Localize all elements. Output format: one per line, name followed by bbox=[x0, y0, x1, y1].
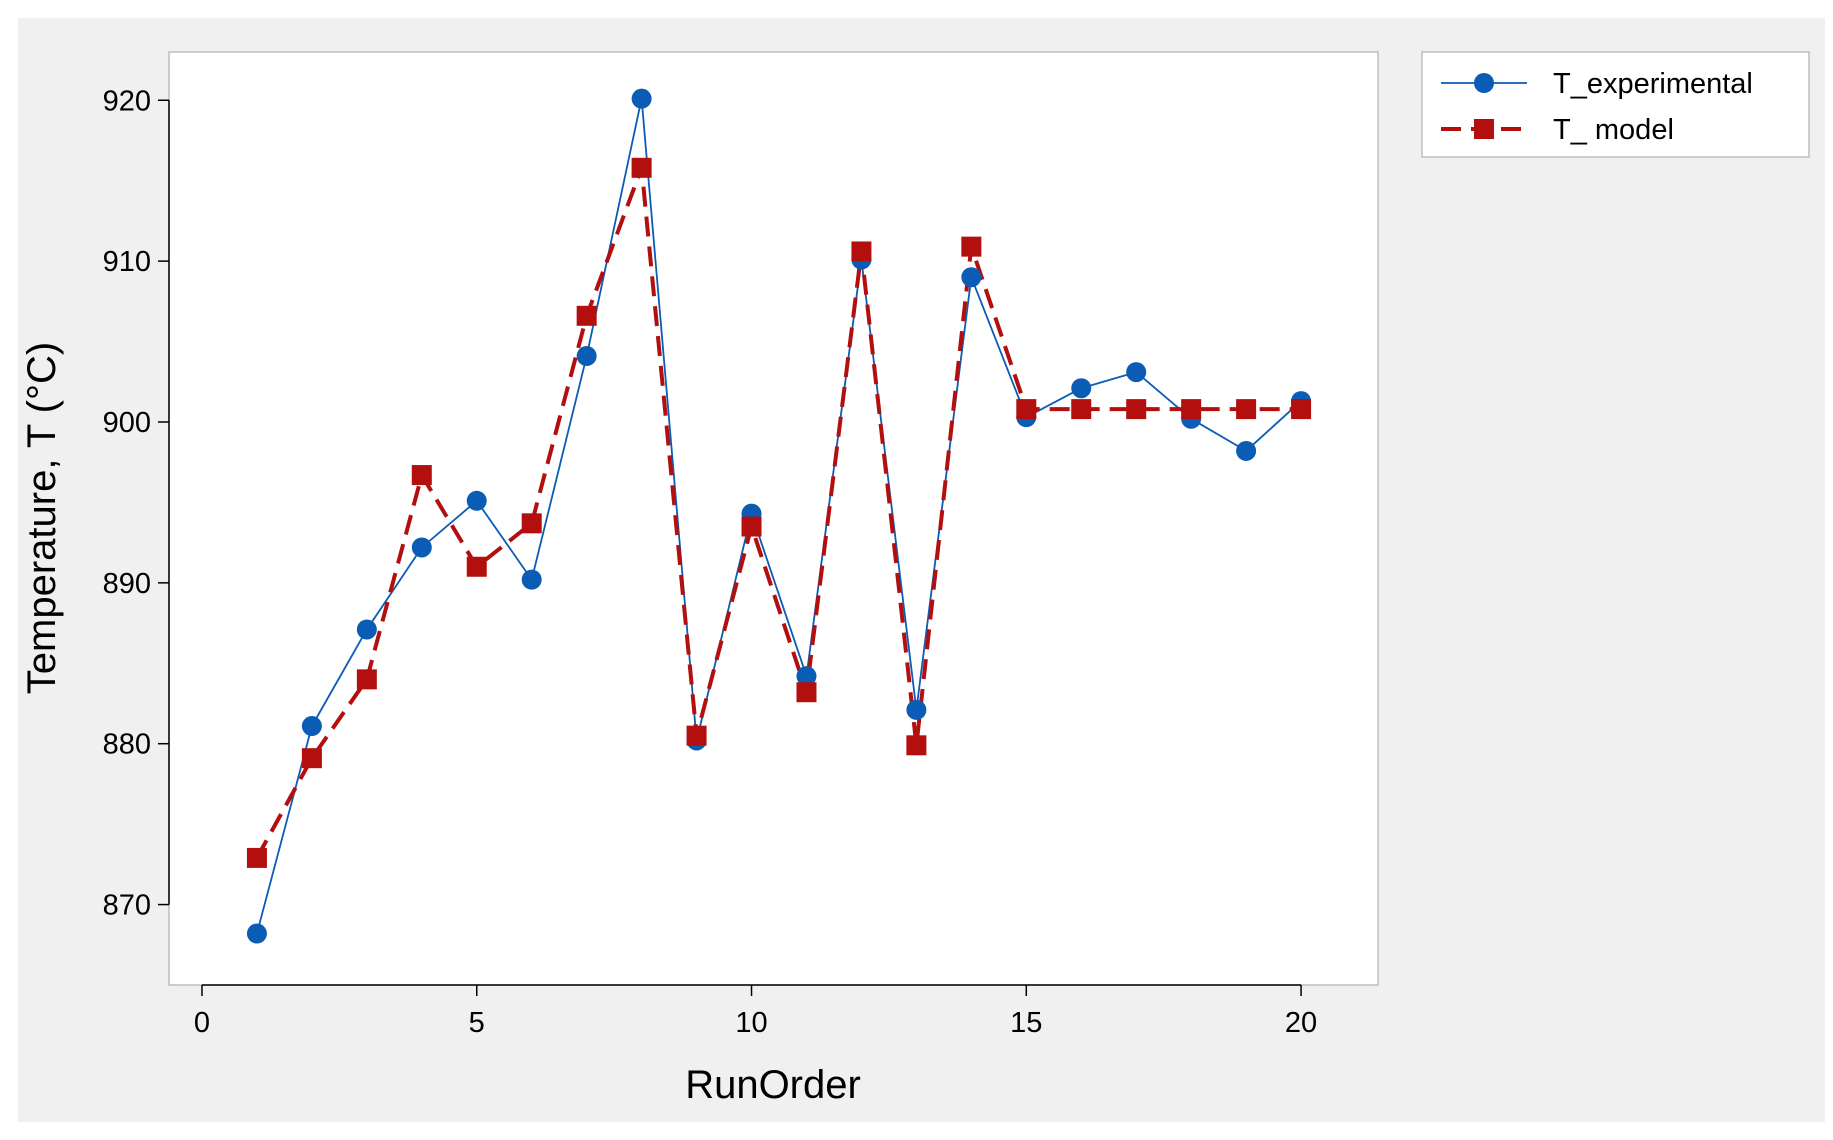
x-tick-label: 10 bbox=[735, 1007, 767, 1039]
legend-marker bbox=[1474, 73, 1494, 93]
series-markers-2 bbox=[246, 157, 1312, 868]
y-tick-label: 880 bbox=[103, 729, 151, 761]
y-axis: 870 880 890 900 910 920 bbox=[103, 85, 170, 922]
data-point bbox=[246, 923, 267, 944]
data-point bbox=[1126, 362, 1147, 383]
data-point bbox=[576, 346, 597, 367]
y-tick-label: 920 bbox=[103, 85, 151, 117]
data-point bbox=[906, 699, 927, 720]
x-axis-title: RunOrder bbox=[685, 1063, 861, 1107]
data-point bbox=[356, 619, 377, 640]
data-point bbox=[796, 666, 817, 687]
data-point bbox=[1291, 399, 1312, 420]
series-markers bbox=[246, 88, 1312, 944]
data-point bbox=[1071, 378, 1092, 399]
data-point bbox=[1236, 440, 1257, 461]
data-point bbox=[851, 241, 872, 262]
data-point bbox=[686, 725, 707, 746]
data-point bbox=[1236, 399, 1257, 420]
data-point bbox=[741, 516, 762, 537]
data-point bbox=[301, 748, 322, 769]
legend-entry: T_ model bbox=[1441, 114, 1674, 146]
y-tick-label: 910 bbox=[103, 246, 151, 278]
data-point bbox=[906, 735, 927, 756]
legend-entries: T_experimental T_ model bbox=[1441, 68, 1753, 146]
y-axis-title: Temperature, T (°C) bbox=[20, 342, 64, 694]
data-point bbox=[521, 569, 542, 590]
y-ticks: 870 880 890 900 910 920 bbox=[103, 85, 169, 922]
legend-box bbox=[1421, 51, 1810, 158]
y-tick-label: 890 bbox=[103, 568, 151, 600]
legend-label: T_ model bbox=[1553, 114, 1674, 146]
legend-marker bbox=[1474, 119, 1494, 139]
data-point bbox=[246, 847, 267, 868]
data-point bbox=[1071, 399, 1092, 420]
x-tick-label: 5 bbox=[469, 1007, 485, 1039]
data-point bbox=[631, 88, 652, 109]
data-point bbox=[961, 236, 982, 257]
data-point bbox=[576, 305, 597, 326]
x-axis: 0 5 10 15 20 bbox=[194, 984, 1317, 1039]
data-point bbox=[1126, 399, 1147, 420]
legend: T_experimental T_ model bbox=[1421, 51, 1810, 158]
data-point bbox=[466, 490, 487, 511]
legend-entry: T_experimental bbox=[1441, 68, 1753, 100]
x-ticks: 0 5 10 15 20 bbox=[194, 985, 1317, 1039]
data-point bbox=[411, 465, 432, 486]
y-tick-label: 900 bbox=[103, 407, 151, 439]
x-tick-label: 20 bbox=[1285, 1007, 1317, 1039]
data-point bbox=[411, 537, 432, 558]
x-tick-label: 15 bbox=[1010, 1007, 1042, 1039]
data-point bbox=[521, 513, 542, 534]
legend-label: T_experimental bbox=[1553, 68, 1753, 100]
data-point bbox=[301, 716, 322, 737]
data-point bbox=[961, 267, 982, 288]
y-tick-label: 870 bbox=[103, 890, 151, 922]
data-point bbox=[356, 669, 377, 690]
plot-area bbox=[168, 51, 1379, 986]
data-point bbox=[1016, 399, 1037, 420]
data-point bbox=[1181, 399, 1202, 420]
x-tick-label: 0 bbox=[194, 1007, 210, 1039]
data-point bbox=[466, 556, 487, 577]
data-point bbox=[796, 682, 817, 703]
data-point bbox=[631, 157, 652, 178]
